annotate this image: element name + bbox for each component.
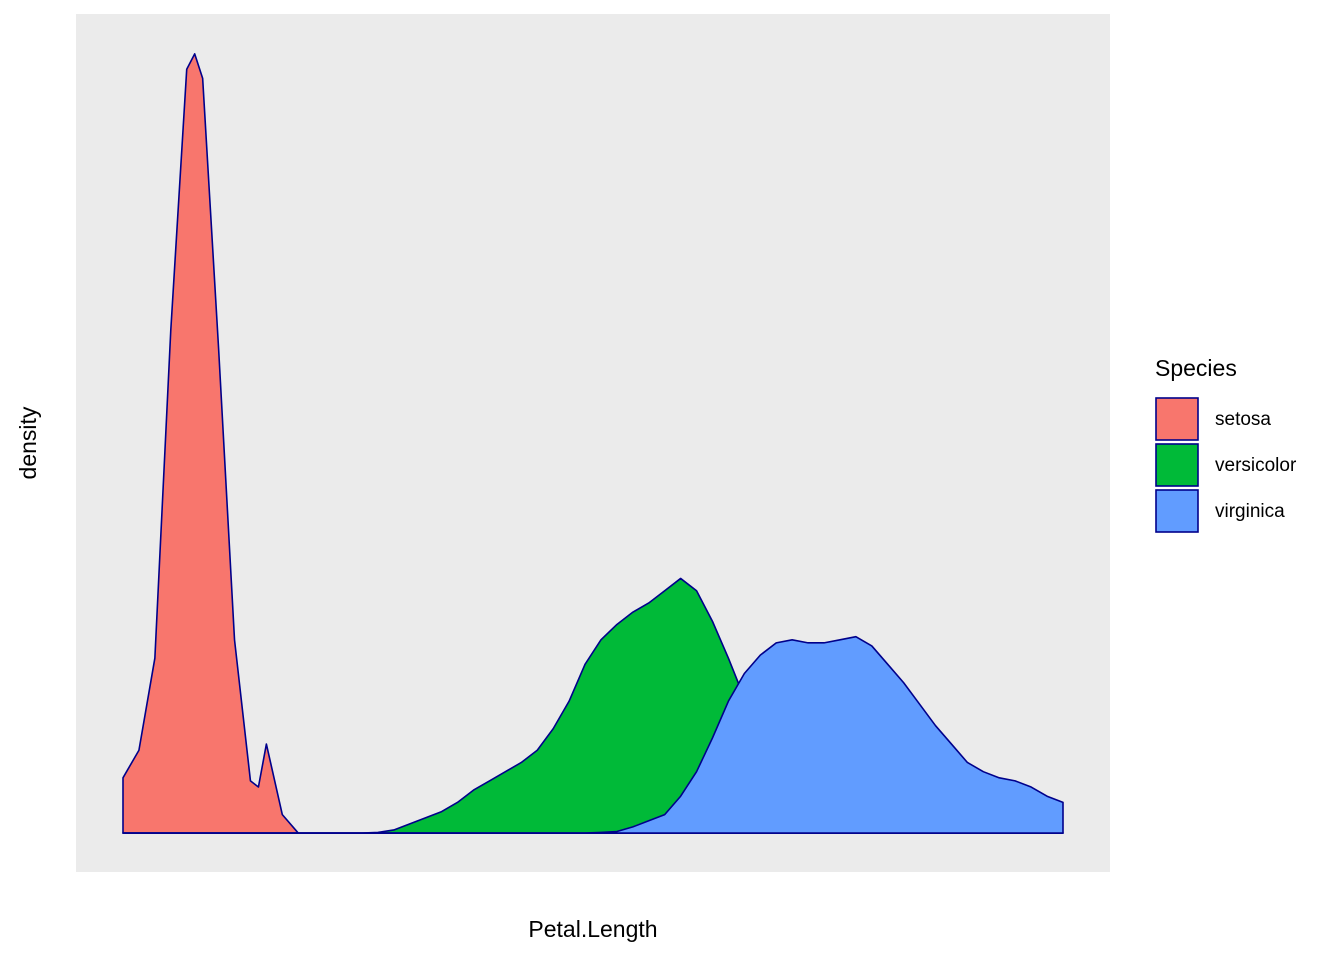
density-areas xyxy=(122,53,1064,834)
legend-title: Species xyxy=(1155,355,1237,381)
legend-key xyxy=(1155,489,1199,533)
legend-label: versicolor xyxy=(1215,455,1297,476)
legend-key xyxy=(1155,443,1199,487)
legend-key xyxy=(1155,397,1199,441)
legend-label: virginica xyxy=(1215,501,1285,522)
x-axis-title: Petal.Length xyxy=(528,916,657,942)
y-axis-title: density xyxy=(15,406,41,479)
legend-label: setosa xyxy=(1215,409,1271,430)
legend: Species setosa versicolor virginica xyxy=(1155,355,1297,533)
density-area xyxy=(122,635,1064,834)
